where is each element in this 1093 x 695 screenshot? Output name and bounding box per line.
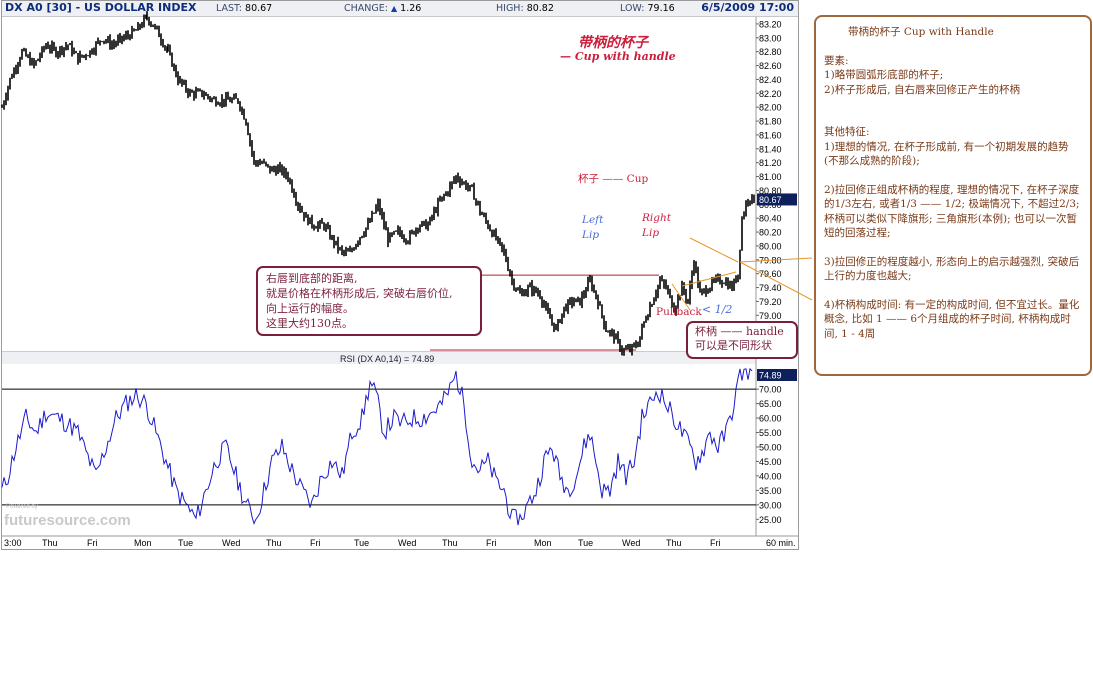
depth-note-box: 右唇到底部的距离, 就是价格在杯柄形成后, 突破右唇价位, 向上运行的幅度。 这… xyxy=(256,266,482,336)
title-en: — Cup with handle xyxy=(560,50,676,63)
symbol-title: DX A0 [30] - US DOLLAR INDEX xyxy=(5,1,197,14)
quote-datetime: 6/5/2009 17:00 xyxy=(701,1,794,14)
description-panel: 带柄的杯子 Cup with Handle 要素: 1)略带圆弧形底部的杯子; … xyxy=(814,15,1092,376)
chart-header: DX A0 [30] - US DOLLAR INDEX LAST: 80.67… xyxy=(2,1,798,17)
cup-label: 杯子 —— Cup xyxy=(578,173,649,185)
up-arrow-icon: ▲ xyxy=(390,4,398,13)
right-lip-label-2: Lip xyxy=(642,227,660,239)
futuresource-logo: Powered by futuresource.com xyxy=(4,504,131,529)
feature-2: 2)拉回修正组成杯柄的程度, 理想的情况下, 在杯子深度的1/3左右, 或者1/… xyxy=(824,183,1080,240)
pullback-label: Pullback xyxy=(656,306,702,318)
last-quote: LAST: 80.67 xyxy=(216,3,273,14)
requirement-1: 1)略带圆弧形底部的杯子; xyxy=(824,69,944,81)
right-lip-label-1: Right xyxy=(642,212,671,224)
low-quote: LOW: 79.16 xyxy=(620,3,675,14)
left-lip-label-1: Left xyxy=(582,214,604,226)
requirements-heading: 要素: xyxy=(824,54,849,67)
panel-title: 带柄的杯子 Cup with Handle xyxy=(848,26,994,38)
change-quote: CHANGE: ▲ 1.26 xyxy=(344,3,422,14)
high-quote: HIGH: 80.82 xyxy=(496,3,554,14)
feature-3: 3)拉回修正的程度越小, 形态向上的启示越强烈, 突破后上行的力度也越大; xyxy=(824,255,1080,283)
title-cn: 带柄的杯子 xyxy=(578,35,648,51)
feature-4: 4)杯柄构成时间: 有一定的构成时间, 但不宜过长。量化概念, 比如 1 —— … xyxy=(824,298,1080,340)
left-lip-label-2: Lip xyxy=(582,229,600,241)
feature-1: 1)理想的情况, 在杯子形成前, 有一个初期发展的趋势(不那么成熟的阶段); xyxy=(824,140,1069,168)
pullback-ratio-label: < 1/2 xyxy=(702,303,733,316)
features-heading: 其他特征: xyxy=(824,126,870,138)
handle-note-box: 杯柄 —— handle 可以是不同形状 xyxy=(686,321,798,359)
requirement-2: 2)杯子形成后, 自右唇来回修正产生的杯柄 xyxy=(824,83,1020,96)
